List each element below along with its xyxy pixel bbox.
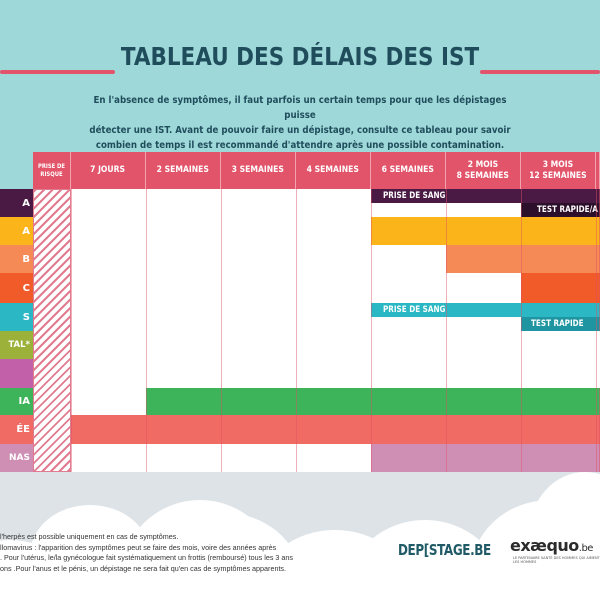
grid-line	[221, 189, 222, 472]
title-decoration-right	[480, 70, 600, 74]
column-header-risk: PRISE DE RISQUE	[33, 152, 71, 189]
grid-line	[596, 189, 597, 472]
exaequo-logo[interactable]: exæquo.be	[510, 536, 593, 555]
row-label: C	[0, 273, 33, 303]
footnote-line: llomavirus : l'apparition des symptômes …	[0, 542, 277, 552]
column-header-4-weeks: 4 SEMAINES	[296, 152, 371, 189]
risk-column-hatch	[33, 189, 71, 472]
bar-gonorrhee	[71, 415, 600, 444]
bar-row-2	[371, 217, 600, 245]
row-label: IA	[0, 388, 33, 415]
title-block: TABLEAU DES DÉLAIS DES IST	[0, 42, 600, 82]
row-label: A	[0, 189, 33, 217]
grid-line	[446, 189, 447, 472]
depistage-logo[interactable]: DEP[STAGE.BE	[398, 541, 491, 559]
footnote-line: l'herpès est possible uniquement en cas …	[0, 532, 179, 541]
footnote-line: ons .Pour l'anus et le pénis, un dépista…	[0, 563, 287, 573]
footer-base	[0, 570, 600, 600]
footnote-line: . Pour l'utérus, le/la gynécologue fait …	[0, 553, 294, 562]
bar-chlamydia	[146, 388, 600, 415]
intro-text: En l'absence de symptômes, il faut parfo…	[84, 93, 516, 153]
column-header-7-days: 7 JOURS	[71, 152, 146, 189]
intro-line: En l'absence de symptômes, il faut parfo…	[93, 95, 507, 121]
grid-line	[296, 189, 297, 472]
column-header-2-weeks: 2 SEMAINES	[146, 152, 221, 189]
bar-hiv-blood-test: PRISE DE SANG	[371, 189, 600, 203]
row-label: B	[0, 245, 33, 273]
footnotes: l'herpès est possible uniquement en cas …	[0, 532, 340, 574]
grid-line	[146, 189, 147, 472]
exaequo-wordmark: exæquo	[510, 536, 579, 555]
intro-line: combien de temps il est recommandé d'att…	[95, 140, 505, 151]
exaequo-tld: .be	[578, 543, 594, 554]
delay-table: PRISE DE RISQUE 7 JOURS 2 SEMAINES 3 SEM…	[0, 152, 600, 472]
title-decoration-left	[0, 70, 115, 74]
bar-hepatitis-b	[446, 245, 600, 273]
grid-line	[71, 189, 72, 472]
column-header-6-weeks: 6 SEMAINES	[371, 152, 446, 189]
bar-syphilis-blood-test: PRISE DE SANG	[371, 303, 600, 317]
column-header-2-months: 2 MOIS 8 SEMAINES	[446, 152, 521, 189]
row-label	[0, 359, 33, 388]
row-label: ÉE	[0, 415, 33, 444]
page-title: TABLEAU DES DÉLAIS DES IST	[120, 42, 480, 71]
column-header-3-weeks: 3 SEMAINES	[221, 152, 296, 189]
column-header-overflow	[596, 152, 600, 189]
bar-trichomonas	[371, 444, 600, 472]
row-label: NAS	[0, 444, 33, 472]
grid-line	[371, 189, 372, 472]
bar-syphilis-rapid-test: TEST RAPIDE	[521, 317, 600, 331]
column-header-3-months: 3 MOIS 12 SEMAINES	[521, 152, 596, 189]
bar-hepatitis-c	[521, 273, 600, 303]
grid-line	[521, 189, 522, 472]
exaequo-tagline: LE PARTENAIRE SANTÉ DES HOMMES QUI AIMEN…	[513, 556, 600, 564]
row-label: S	[0, 303, 33, 331]
bar-hiv-rapid-test: TEST RAPIDE/A	[521, 203, 600, 217]
intro-line: détecter une IST. Avant de pouvoir faire…	[89, 125, 511, 136]
row-label: A	[0, 217, 33, 245]
row-label: TAL*	[0, 331, 33, 359]
